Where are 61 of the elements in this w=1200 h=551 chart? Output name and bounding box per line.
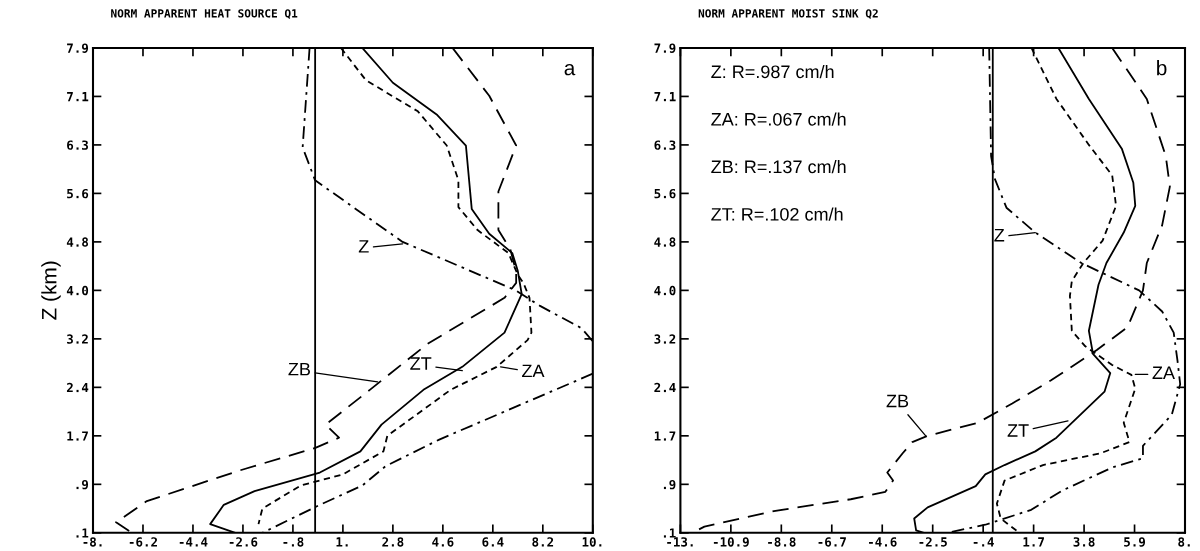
y-tick-label: .1 [663,528,676,538]
annotation: Z [994,228,1005,242]
annotation: ZB [886,394,909,408]
y-tick-label: 1.7 [654,431,676,441]
x-tick-label: -6.2 [129,537,157,547]
y-tick-label: 4.0 [654,285,676,296]
x-tick-label: 1.7 [1023,537,1044,547]
x-tick-label: -.8 [283,537,304,547]
x-tick-label: -8.8 [768,537,796,547]
y-tick-label: .9 [663,479,676,490]
x-tick-label: 3.8 [1073,537,1095,547]
annotation: ZT [1007,424,1029,437]
x-tick-label: 5.9 [1124,537,1146,547]
y-tick-label: 5.6 [67,188,89,199]
y-tick-label: 5.6 [654,188,676,199]
chart-title: NORM APPARENT MOIST SINK Q2 [698,9,878,19]
x-tick-label: 6.4 [482,537,504,547]
annotation: a [564,63,576,76]
y-tick-label: 6.3 [67,140,89,150]
y-tick-label: 4.8 [66,237,89,247]
annotation: ZB [288,362,310,376]
annotation: ZA [522,364,545,378]
x-tick-label: 10. [582,537,602,547]
y-tick-label: .9 [76,479,89,490]
y-tick-label: 6.3 [654,140,676,150]
annotation: Z: R=.987 cm/h [711,64,834,79]
x-tick-label: 8.2 [532,537,554,547]
y-tick-label: 7.9 [654,43,676,53]
annotation: Z [358,240,369,253]
y-tick-label: 7.1 [654,92,676,102]
annotation: ZA: R=.067 cm/h [711,112,846,126]
x-tick-label: -4.6 [869,537,897,547]
y-tick-label: .1 [76,528,89,538]
x-tick-label: 8. [1178,537,1190,547]
x-tick-label: -10.9 [713,537,749,547]
annotation: ZT [410,357,432,370]
x-tick-label: 2.8 [382,537,404,547]
x-tick-label: 4.6 [432,537,454,547]
y-tick-label: 3.2 [654,334,676,344]
x-tick-label: -2.6 [229,537,258,547]
y-tick-label: 3.2 [67,334,88,344]
y-tick-label: 2.4 [654,382,676,393]
chart-title: NORM APPARENT HEAT SOURCE Q1 [111,9,298,19]
x-tick-label: -2.5 [919,537,947,547]
y-tick-label: 7.1 [67,92,89,102]
y-tick-label: 7.9 [67,43,89,53]
x-tick-label: -4.4 [179,537,208,547]
y-tick-label: 2.4 [66,382,89,393]
x-tick-label: -6.7 [818,537,846,547]
y-tick-label: 4.0 [66,285,89,296]
x-tick-label: -13. [667,537,693,547]
y-tick-label: 4.8 [654,237,676,247]
annotation: ZT: R=.102 cm/h [711,207,843,221]
x-tick-label: 1. [336,537,348,547]
y-tick-label: 1.7 [67,431,88,441]
x-tick-label: -8. [83,537,102,547]
annotation: b [1157,60,1167,76]
annotation: ZB: R=.137 cm/h [711,159,846,174]
y-axis-title: Z (km) [41,261,61,320]
x-tick-label: -.4 [973,537,994,547]
annotation: ZA [1152,366,1175,379]
